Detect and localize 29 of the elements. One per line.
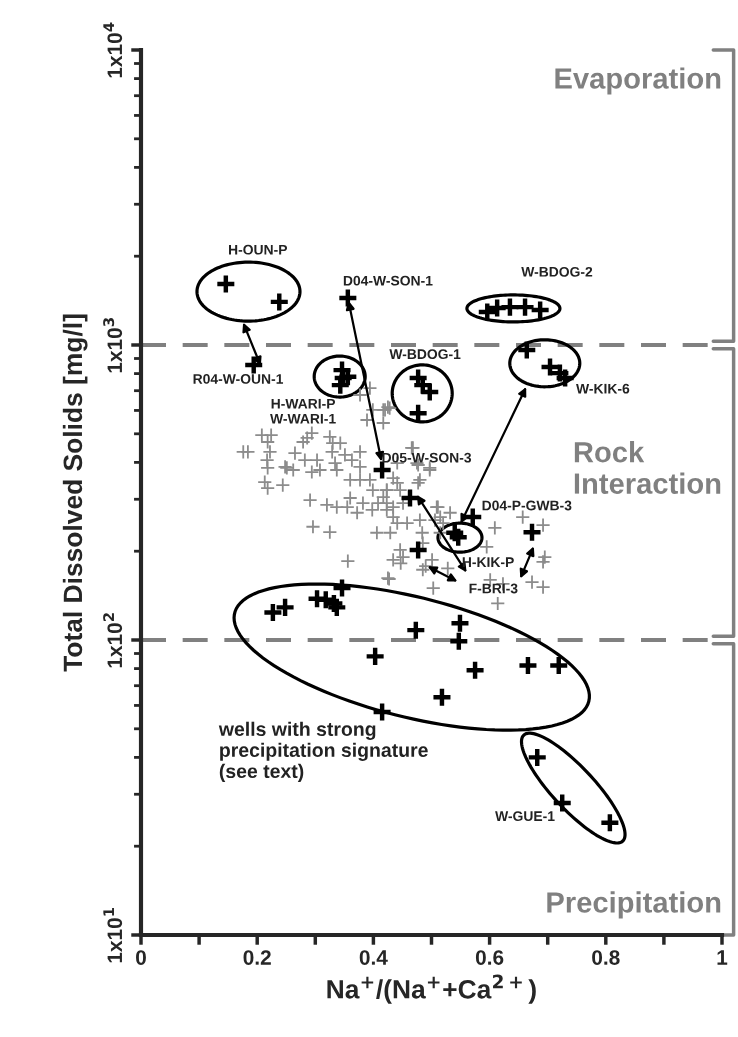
- x-tick-label: 1: [717, 950, 728, 965]
- annotation: H-WARI-P: [271, 398, 336, 409]
- annotation: R04-W-OUN-1: [193, 374, 284, 384]
- y-tick-label: 1x10$^{4}$: [103, 22, 123, 78]
- x-tick-label: 0.8: [592, 950, 620, 965]
- annotation: W-GUE-1: [495, 811, 555, 822]
- annotation: W-BDOG-2: [521, 266, 593, 277]
- annotation: Rock Interaction: [574, 441, 721, 494]
- x-tick-label: 0: [136, 950, 146, 965]
- annotation: Evaporation: [555, 67, 721, 95]
- annotation: W-WARI-1: [270, 413, 336, 424]
- annotation: D05-W-SON-3: [382, 452, 472, 463]
- annotation: W-KIK-6: [576, 383, 630, 394]
- annotation: Precipitation: [547, 891, 721, 919]
- annotation: F-BRI-3: [469, 583, 518, 594]
- y-tick-label: 1x10$^{1}$: [103, 907, 123, 963]
- annotation: H-OUN-P: [229, 244, 288, 255]
- annotation: D04-P-GWB-3: [482, 500, 572, 511]
- annotation: D04-W-SON-1: [343, 275, 433, 286]
- y-tick-label: 1x10$^{3}$: [103, 318, 123, 373]
- x-axis-title: Na$^{+}$/(Na$^{+}$+Ca$^{2+}$): [327, 974, 536, 1004]
- annotation: W-BDOG-1: [389, 349, 461, 360]
- x-tick-label: 0.6: [475, 950, 504, 965]
- annotation: H-KIK-P: [462, 557, 514, 567]
- y-axis-title: Total Dissolved Solids [mg/l]: [62, 314, 88, 672]
- x-tick-label: 0.2: [243, 950, 271, 965]
- y-tick-label: 1x10$^{2}$: [103, 613, 123, 668]
- annotation: wells with strong precipitation signature (see text): [218, 721, 428, 782]
- x-tick-label: 0.4: [359, 950, 388, 965]
